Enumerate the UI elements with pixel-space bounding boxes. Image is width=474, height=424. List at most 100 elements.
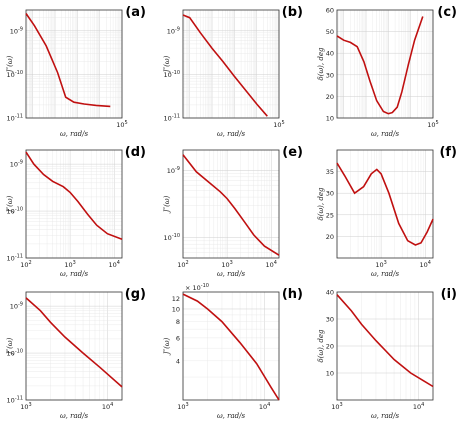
plot-frame xyxy=(336,9,434,119)
y-tick-label: 8 xyxy=(176,318,180,326)
y-axis-label: J″(ω) xyxy=(163,337,171,356)
panel-b: 105 10-9 10-10 10-11 ω, rad/s J″(ω) (b) xyxy=(163,5,303,138)
x-tick-label: 103 xyxy=(375,260,386,269)
y-tick-label: 10-11 xyxy=(7,254,23,263)
panel-label: (i) xyxy=(441,287,457,302)
series-line xyxy=(182,14,268,117)
y-tick-label: 6 xyxy=(176,334,180,342)
x-axis-label: ω, rad/s xyxy=(60,130,89,138)
y-tick-label: 10-10 xyxy=(164,233,180,242)
y-tick-label: 20 xyxy=(326,343,334,351)
y-tick-label: 10-9 xyxy=(167,166,180,175)
y-axis-label: δ(ω), deg xyxy=(317,47,325,80)
y-tick-label: 12 xyxy=(172,295,180,303)
x-tick-label: 104 xyxy=(259,402,270,411)
y-axis-label: J″(ω) xyxy=(6,195,14,214)
x-tick-label: 104 xyxy=(108,260,119,269)
plot-frame xyxy=(25,9,123,119)
x-tick-label: 105 xyxy=(427,120,438,129)
panel-c: 105 10 20 30 40 50 60 ω, rad/s δ(ω), deg (c) xyxy=(317,5,457,138)
plot-frame xyxy=(25,149,123,259)
y-tick-label: 30 xyxy=(326,71,334,79)
x-axis-label: ω, rad/s xyxy=(60,270,89,278)
y-tick-label: 10-9 xyxy=(167,26,180,35)
panel-label: (f) xyxy=(439,145,457,160)
y-tick-label: 30 xyxy=(326,190,334,198)
y-tick-label: 50 xyxy=(326,28,334,36)
series-line xyxy=(182,154,280,256)
panel-label: (e) xyxy=(282,145,303,160)
y-multiplier: × 10-10 xyxy=(185,283,209,292)
y-tick-label: 20 xyxy=(326,93,334,101)
panel-f: 103 104 20 25 30 35 ω, rad/s δ(ω), deg (f) xyxy=(317,145,457,278)
y-tick-label: 60 xyxy=(326,7,334,15)
series-line xyxy=(25,13,111,108)
x-tick-label: 103 xyxy=(20,402,31,411)
y-tick-label: 10-11 xyxy=(7,396,23,405)
y-axis-label: J″(ω) xyxy=(163,55,171,74)
series-line xyxy=(182,293,280,401)
panel-e: 102 103 104 10-9 10-10 ω, rad/s J″(ω) (e) xyxy=(163,145,303,278)
x-axis-label: ω, rad/s xyxy=(371,412,400,420)
y-tick-label: 10-10 xyxy=(7,349,23,358)
x-tick-label: 103 xyxy=(177,402,188,411)
y-tick-label: 10-9 xyxy=(10,302,23,311)
panel-i: 103 104 10 20 30 40 ω, rad/s δ(ω), deg (i) xyxy=(317,287,457,420)
x-axis-label: ω, rad/s xyxy=(371,270,400,278)
series-line xyxy=(25,297,123,388)
panel-label: (a) xyxy=(125,5,146,20)
y-tick-label: 10-10 xyxy=(7,207,23,216)
x-axis-label: ω, rad/s xyxy=(217,270,246,278)
x-axis-label: ω, rad/s xyxy=(371,130,400,138)
y-tick-label: 25 xyxy=(326,211,334,219)
y-axis-label: J″(ω) xyxy=(6,55,14,74)
series-line xyxy=(336,162,434,246)
panel-d: 102 103 104 10-9 10-10 10-11 ω, rad/s J″(ω) (d) xyxy=(6,145,146,278)
y-tick-label: 40 xyxy=(326,289,334,297)
panel-label: (h) xyxy=(282,287,303,302)
y-axis-label: δ(ω), deg xyxy=(317,329,325,362)
panel-label: (b) xyxy=(282,5,303,20)
y-axis-label: J″(ω) xyxy=(163,195,171,214)
panel-label: (d) xyxy=(125,145,146,160)
x-tick-label: 103 xyxy=(64,260,75,269)
panel-label: (c) xyxy=(437,5,457,20)
x-tick-label: 105 xyxy=(116,120,127,129)
x-axis-label: ω, rad/s xyxy=(217,412,246,420)
plot-frame xyxy=(25,291,123,401)
y-tick-label: 40 xyxy=(326,50,334,58)
y-tick-label: 10 xyxy=(172,305,180,313)
panel-h: 103 104 4 6 8 10 12 × 10-10 ω, rad/s J″(ω) (h) xyxy=(163,283,303,420)
x-tick-label: 102 xyxy=(20,260,31,269)
y-tick-label: 30 xyxy=(326,316,334,324)
y-tick-label: 10 xyxy=(326,370,334,378)
series-line xyxy=(336,294,434,388)
y-tick-label: 10-9 xyxy=(10,26,23,35)
y-tick-label: 10-10 xyxy=(7,70,23,79)
y-tick-label: 4 xyxy=(176,357,180,365)
panel-a: 105 10-9 10-10 10-11 ω, rad/s J″(ω) (a) xyxy=(6,5,146,138)
y-tick-label: 35 xyxy=(326,168,334,176)
y-tick-label: 10 xyxy=(326,115,334,123)
panel-g: 103 104 10-9 10-10 10-11 ω, rad/s J″(ω) (g) xyxy=(6,287,146,420)
x-tick-label: 105 xyxy=(273,120,284,129)
x-tick-label: 104 xyxy=(413,402,424,411)
y-tick-label: 10-9 xyxy=(10,160,23,169)
plot-frame xyxy=(182,291,280,401)
panel-label: (g) xyxy=(125,287,146,302)
x-tick-label: 104 xyxy=(419,260,430,269)
series-line xyxy=(336,16,424,115)
x-tick-label: 104 xyxy=(265,260,276,269)
plot-frame xyxy=(336,149,434,259)
x-axis-label: ω, rad/s xyxy=(217,130,246,138)
plot-frame xyxy=(336,291,434,401)
x-tick-label: 102 xyxy=(177,260,188,269)
y-tick-label: 10-11 xyxy=(7,114,23,123)
y-tick-label: 10-10 xyxy=(164,70,180,79)
plot-frame xyxy=(182,149,280,259)
x-axis-label: ω, rad/s xyxy=(60,412,89,420)
y-tick-label: 10-11 xyxy=(164,114,180,123)
x-tick-label: 103 xyxy=(221,260,232,269)
y-axis-label: δ(ω), deg xyxy=(317,187,325,220)
